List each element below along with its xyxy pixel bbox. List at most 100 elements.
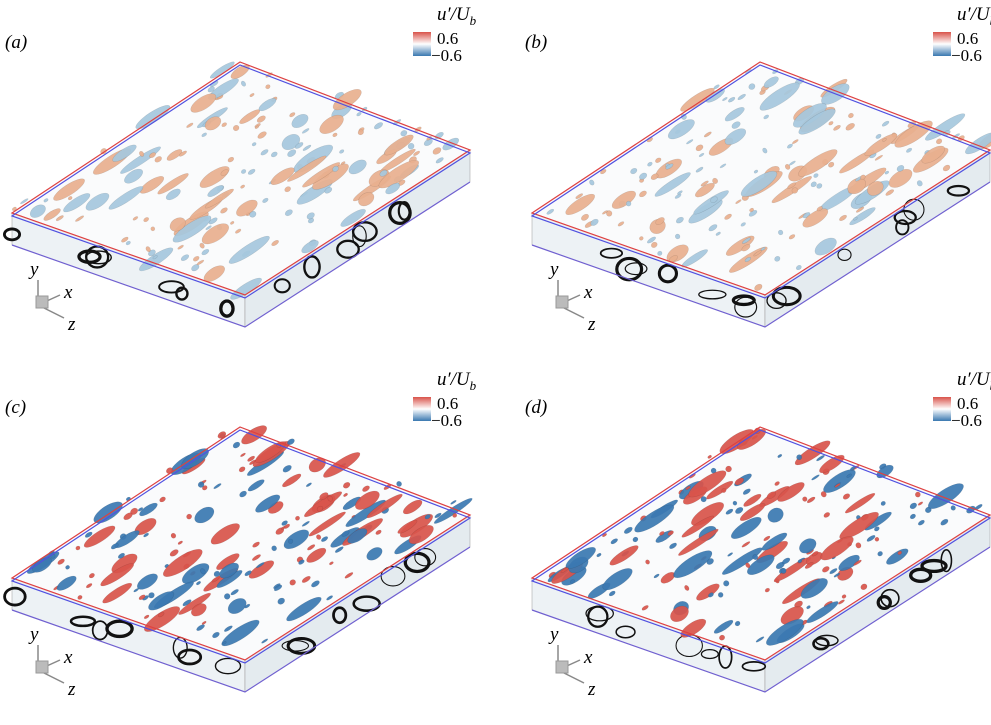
isosurface <box>301 240 319 254</box>
axis-label-z: z <box>67 314 76 335</box>
isosurface <box>159 496 166 503</box>
isosurface <box>281 520 288 526</box>
isosurface <box>657 250 663 256</box>
isosurface <box>244 570 252 577</box>
contour <box>734 296 758 318</box>
panel-label: (b) <box>525 32 547 53</box>
contour <box>91 620 109 641</box>
isosurface <box>55 215 64 222</box>
axis-cube <box>35 295 49 309</box>
isosurface <box>385 182 401 195</box>
isosurface <box>741 541 751 548</box>
isosurface <box>301 576 311 583</box>
isosurface <box>735 199 742 204</box>
isosurface <box>942 164 951 172</box>
isosurface <box>855 542 862 549</box>
isosurface <box>327 495 333 502</box>
contour <box>281 640 310 652</box>
isosurface <box>725 508 734 515</box>
isosurface <box>211 576 220 583</box>
isosurface <box>838 599 845 605</box>
isosurface <box>896 165 905 172</box>
isosurface <box>546 208 555 215</box>
isosurface <box>319 114 344 134</box>
isosurface <box>239 490 247 498</box>
isosurface <box>767 507 784 523</box>
isosurface <box>240 184 245 189</box>
frame-red <box>10 426 472 661</box>
contour <box>2 227 22 242</box>
isosurface <box>797 559 803 564</box>
contour <box>946 184 971 197</box>
isosurface <box>208 217 218 225</box>
isosurface <box>731 121 741 129</box>
isosurface <box>630 167 638 175</box>
legend-title-sub: b <box>470 378 477 393</box>
isosurface <box>29 204 46 218</box>
isosurface <box>219 562 239 579</box>
isosurface <box>565 547 596 569</box>
isosurface <box>730 516 762 540</box>
isosurface <box>839 214 847 221</box>
isosurface <box>347 528 368 544</box>
isosurface <box>301 520 310 527</box>
isosurface <box>200 568 206 575</box>
isosurface <box>294 142 304 149</box>
isosurface <box>56 575 77 591</box>
isosurface <box>936 138 943 145</box>
isosurface <box>283 523 291 529</box>
isosurface <box>227 598 247 615</box>
axis-label-x: x <box>63 647 73 668</box>
isosurface <box>12 206 17 211</box>
isosurface <box>121 236 129 243</box>
isosurface <box>450 500 457 505</box>
contour <box>336 239 360 259</box>
isosurface <box>186 513 193 520</box>
isosurface <box>230 589 239 596</box>
isosurface <box>192 255 200 262</box>
isosurface <box>342 482 351 489</box>
isosurface <box>950 505 956 511</box>
contour <box>895 219 910 236</box>
isosurface <box>75 545 81 551</box>
isosurface <box>271 240 279 247</box>
isosurface <box>875 133 882 139</box>
contour <box>175 286 189 301</box>
isosurface <box>265 84 271 90</box>
isosurface <box>434 512 442 519</box>
isosurface <box>232 124 240 132</box>
isosurface <box>634 504 675 533</box>
isosurface <box>194 506 215 524</box>
panel-label: (d) <box>525 397 547 418</box>
isosurface <box>199 242 205 249</box>
isosurface <box>366 547 383 561</box>
isosurface <box>665 163 674 170</box>
isosurface <box>287 149 297 157</box>
isosurface <box>340 208 366 227</box>
isosurface <box>678 528 719 556</box>
isosurface <box>766 618 804 646</box>
isosurface <box>581 213 589 221</box>
isosurface <box>791 139 799 145</box>
isosurface <box>138 594 146 601</box>
isosurface <box>452 513 458 518</box>
isosurface <box>201 248 210 256</box>
isosurface <box>396 480 402 487</box>
isosurface <box>659 531 665 536</box>
legend-max: 0.6 <box>957 29 978 48</box>
isosurface <box>755 636 765 643</box>
contour <box>700 649 719 660</box>
isosurface <box>298 559 305 565</box>
isosurface <box>916 180 923 187</box>
isosurface <box>723 580 730 587</box>
isosurface <box>356 112 362 117</box>
isosurface <box>841 594 847 599</box>
isosurface <box>655 157 662 163</box>
axis-label-y: y <box>548 259 559 280</box>
isosurface <box>650 241 658 248</box>
contour <box>909 567 933 584</box>
axis-label-y: y <box>28 259 39 280</box>
isosurface <box>366 493 403 519</box>
